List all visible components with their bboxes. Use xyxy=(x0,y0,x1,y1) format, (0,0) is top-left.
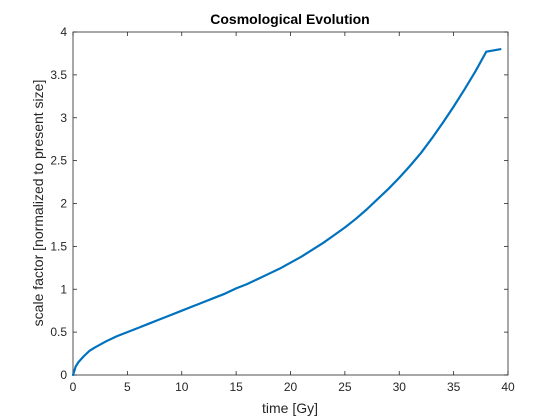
y-tick-label: 1.5 xyxy=(50,239,67,253)
series-group xyxy=(71,48,502,377)
series-line-0 xyxy=(71,48,502,377)
y-axis-label: scale factor [normalized to present size… xyxy=(30,80,46,327)
x-tick-label: 35 xyxy=(447,380,461,394)
x-tick-label: 30 xyxy=(393,380,407,394)
x-tick-label: 5 xyxy=(124,380,131,394)
x-tick-label: 25 xyxy=(338,380,352,394)
y-tick-label: 0 xyxy=(60,368,67,382)
x-tick-label: 10 xyxy=(175,380,189,394)
y-tick-label: 3.5 xyxy=(50,68,67,82)
plot-area xyxy=(72,31,509,376)
y-tick-label: 4 xyxy=(60,25,67,39)
x-axis-label: time [Gy] xyxy=(262,400,318,416)
x-tick-label: 20 xyxy=(284,380,298,394)
chart-title: Cosmological Evolution xyxy=(210,11,369,27)
x-tick-label: 0 xyxy=(70,380,77,394)
y-tick-label: 1 xyxy=(60,282,67,296)
x-tick-label: 15 xyxy=(229,380,243,394)
y-tick-label: 2 xyxy=(60,197,67,211)
axis-ticks: 0 5 10 15 20 25 30 35 40 0 0.5 1 1.5 2 2.5 3 3.5 4 xyxy=(50,25,515,394)
x-tick-label: 40 xyxy=(501,380,515,394)
y-tick-label: 2.5 xyxy=(50,154,67,168)
y-tick-label: 0.5 xyxy=(50,325,67,339)
y-tick-label: 3 xyxy=(60,111,67,125)
